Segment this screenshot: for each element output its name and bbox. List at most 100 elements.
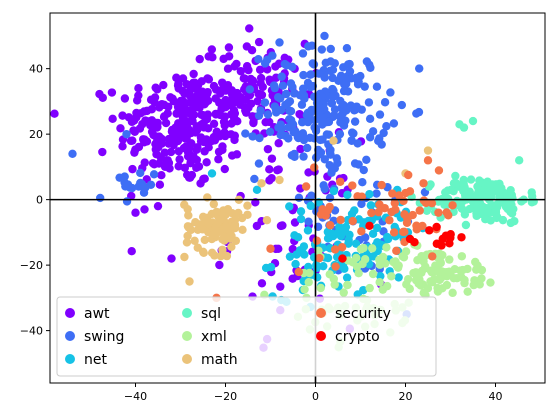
- point-swing: [320, 32, 328, 40]
- point-swing: [275, 38, 283, 46]
- legend-label: math: [201, 352, 238, 368]
- point-swing: [304, 217, 312, 225]
- point-awt: [133, 96, 141, 104]
- point-swing: [68, 150, 76, 158]
- point-xml: [375, 278, 383, 286]
- point-math: [227, 232, 235, 240]
- point-security: [424, 156, 432, 164]
- point-awt: [202, 158, 210, 166]
- point-awt: [264, 145, 272, 153]
- point-xml: [443, 281, 451, 289]
- point-swing: [337, 72, 345, 80]
- point-swing: [261, 98, 269, 106]
- point-swing: [288, 83, 296, 91]
- point-swing: [299, 152, 307, 160]
- point-awt: [168, 95, 176, 103]
- point-swing: [122, 130, 130, 138]
- point-swing: [304, 42, 312, 50]
- legend-marker: [316, 308, 326, 318]
- point-awt: [253, 222, 261, 230]
- point-awt: [208, 45, 216, 53]
- point-awt: [140, 138, 148, 146]
- point-swing: [124, 180, 132, 188]
- point-xml: [437, 267, 445, 275]
- point-awt: [247, 75, 255, 83]
- point-net: [313, 273, 321, 281]
- point-awt: [128, 165, 136, 173]
- point-awt: [176, 133, 184, 141]
- point-net: [267, 263, 275, 271]
- point-awt: [225, 43, 233, 51]
- point-math: [238, 226, 246, 234]
- point-awt: [156, 181, 164, 189]
- point-awt: [196, 55, 204, 63]
- point-awt: [225, 52, 233, 60]
- point-swing: [362, 156, 370, 164]
- point-swing: [329, 66, 337, 74]
- point-swing: [327, 45, 335, 53]
- legend-label: awt: [84, 306, 110, 322]
- point-swing: [284, 99, 292, 107]
- point-swing: [306, 70, 314, 78]
- point-swing: [246, 85, 254, 93]
- legend: awtswingnetsqlxmlmathsecuritycrypto: [57, 297, 436, 376]
- point-swing: [96, 194, 104, 202]
- point-swing: [290, 150, 298, 158]
- point-swing: [326, 57, 334, 65]
- point-xml: [368, 244, 376, 252]
- point-swing: [277, 120, 285, 128]
- point-swing: [307, 106, 315, 114]
- point-swing: [150, 170, 158, 178]
- point-security: [444, 211, 452, 219]
- point-swing: [398, 101, 406, 109]
- point-xml: [365, 284, 373, 292]
- point-swing: [136, 169, 144, 177]
- point-crypto: [338, 254, 346, 262]
- point-swing: [351, 117, 359, 125]
- point-awt: [193, 94, 201, 102]
- point-awt: [167, 254, 175, 262]
- point-awt: [214, 155, 222, 163]
- point-net: [330, 187, 338, 195]
- point-awt: [188, 117, 196, 125]
- point-awt: [197, 111, 205, 119]
- point-swing: [279, 81, 287, 89]
- point-security: [313, 236, 321, 244]
- point-awt: [261, 118, 269, 126]
- point-awt: [215, 261, 223, 269]
- point-security: [390, 228, 398, 236]
- point-swing: [255, 111, 263, 119]
- point-xml: [458, 266, 466, 274]
- point-math: [257, 179, 265, 187]
- x-tick-label: −40: [124, 390, 147, 403]
- point-awt: [213, 128, 221, 136]
- point-net: [285, 202, 293, 210]
- point-swing: [357, 200, 365, 208]
- point-net: [394, 273, 402, 281]
- point-swing: [328, 85, 336, 93]
- point-awt: [257, 74, 265, 82]
- point-awt: [132, 113, 140, 121]
- point-awt: [276, 282, 284, 290]
- point-math: [212, 208, 220, 216]
- point-swing: [284, 123, 292, 131]
- point-xml: [357, 245, 365, 253]
- point-swing: [329, 111, 337, 119]
- point-sql: [475, 176, 483, 184]
- point-sql: [494, 184, 502, 192]
- point-swing: [376, 110, 384, 118]
- point-swing: [276, 131, 284, 139]
- point-net: [324, 254, 332, 262]
- point-crypto: [437, 241, 445, 249]
- point-security: [385, 216, 393, 224]
- point-swing: [295, 194, 303, 202]
- point-awt: [200, 147, 208, 155]
- y-tick-label: 40: [29, 63, 43, 76]
- point-swing: [351, 159, 359, 167]
- point-security: [349, 217, 357, 225]
- point-swing: [353, 139, 361, 147]
- point-net: [383, 233, 391, 241]
- point-awt: [152, 145, 160, 153]
- legend-marker: [316, 331, 326, 341]
- point-math: [183, 232, 191, 240]
